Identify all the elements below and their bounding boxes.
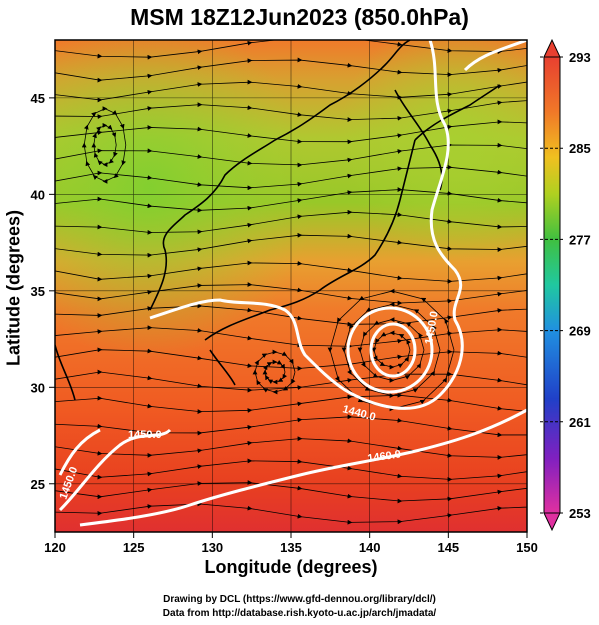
streamline: [55, 209, 527, 235]
streamline: [55, 164, 527, 191]
streamline: [55, 369, 527, 393]
colorbar-max-arrow: [543, 38, 561, 58]
credit-drawing: Drawing by DCL (https://www.gfd-dennou.o…: [163, 594, 436, 605]
streamline: [55, 480, 527, 504]
x-tick-label: 125: [123, 540, 145, 555]
x-tick-label: 145: [437, 540, 459, 555]
y-axis-ticks: 25 30 35 40 45: [31, 91, 55, 492]
wind-streamlines: [55, 40, 527, 525]
streamline: [81, 106, 127, 184]
x-tick-label: 150: [516, 540, 538, 555]
streamline: [55, 414, 527, 438]
y-tick-label: 25: [31, 477, 45, 492]
colorbar-tick-label: 293: [569, 50, 591, 65]
y-axis-label: Latitude (degrees): [3, 209, 24, 367]
contour-label: 1450.0: [423, 310, 441, 345]
streamline: [252, 349, 296, 395]
contour-label: 1460.0: [367, 448, 402, 465]
streamline: [55, 436, 527, 460]
streamline: [55, 79, 527, 103]
y-tick-label: 30: [31, 380, 45, 395]
streamline: [55, 187, 527, 213]
credit-data: Data from http://database.rish.kyoto-u.a…: [162, 608, 437, 619]
colorbar-tick-label: 253: [569, 506, 591, 521]
streamline: [55, 260, 527, 284]
y-tick-label: 45: [31, 91, 45, 106]
plot-area: 1450.0 1440.0 1450.0 1460.0 1450.0: [54, 39, 528, 533]
colorbar-tick-label: 277: [569, 232, 591, 247]
colorbar-min-arrow: [543, 512, 561, 532]
streamline: [55, 458, 527, 482]
chart-title: MSM 18Z12Jun2023 (850.0hPa): [130, 4, 469, 30]
colorbar-tick-label: 285: [569, 141, 591, 156]
x-tick-label: 140: [359, 540, 381, 555]
streamline: [55, 40, 527, 60]
streamline: [55, 57, 527, 83]
streamline: [55, 119, 527, 145]
colorbar-tick-label: 269: [569, 324, 591, 339]
x-tick-label: 130: [201, 540, 223, 555]
x-axis-label: Longitude (degrees): [204, 557, 378, 577]
y-tick-label: 35: [31, 284, 45, 299]
colorbar: 293 285 277 269 261 253: [540, 38, 591, 532]
colorbar-scale: [543, 56, 561, 514]
streamline: [55, 232, 527, 258]
streamline: [55, 303, 527, 327]
x-tick-label: 135: [280, 540, 302, 555]
y-tick-label: 40: [31, 187, 45, 202]
streamline: [55, 392, 527, 414]
height-contours: [58, 40, 527, 527]
contour-label: 1450.0: [128, 429, 162, 441]
streamline: [55, 100, 527, 122]
streamline: [327, 288, 455, 412]
x-tick-label: 120: [44, 540, 66, 555]
streamline: [55, 347, 527, 371]
colorbar-tick-label: 261: [569, 415, 591, 430]
streamline: [55, 501, 527, 525]
x-axis-ticks: 120 125 130 135 140 145 150: [44, 532, 538, 555]
streamline: [55, 282, 527, 306]
